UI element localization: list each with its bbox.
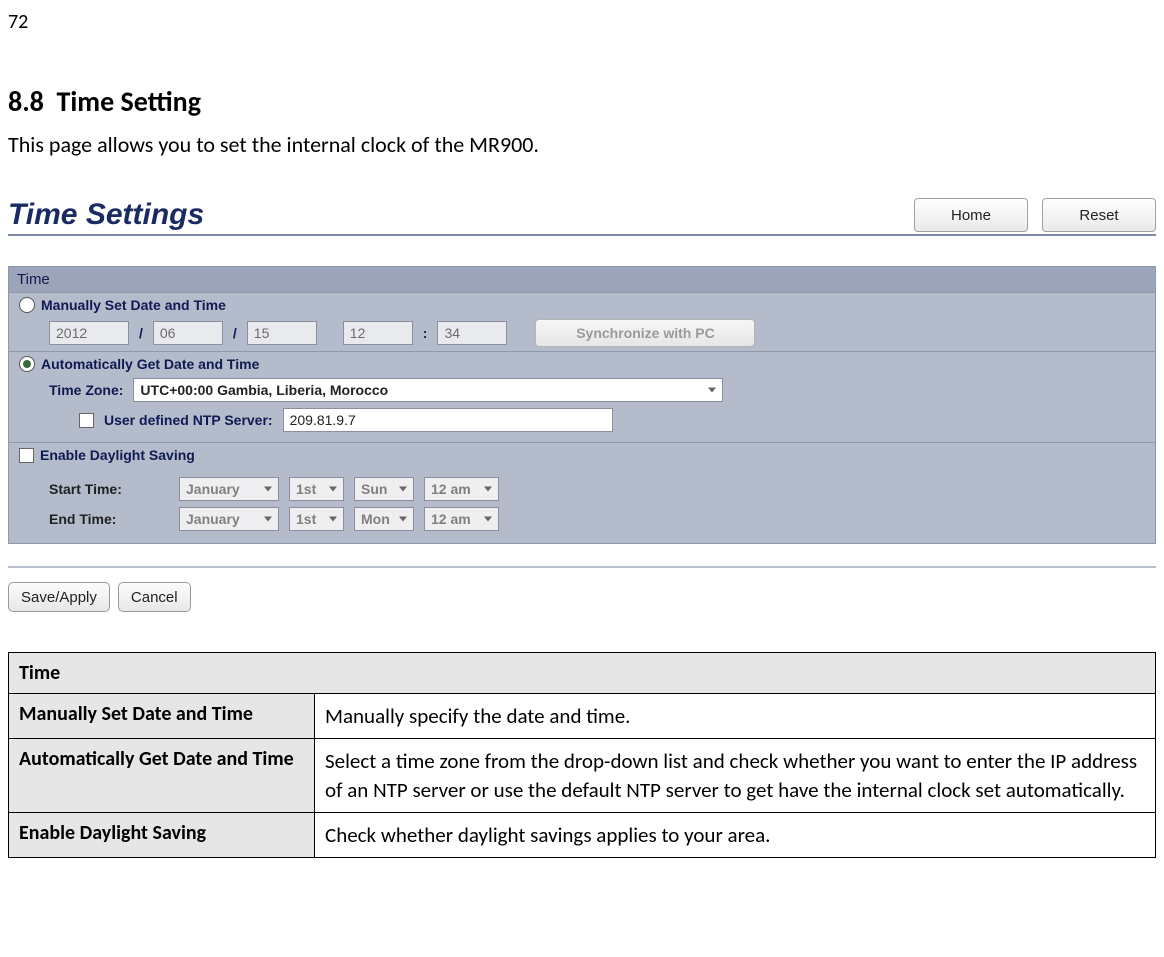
sync-pc-button[interactable]: Synchronize with PC	[535, 319, 755, 347]
section-title: Time Setting	[57, 84, 201, 119]
manual-label: Manually Set Date and Time	[41, 297, 226, 313]
dst-start-day-select[interactable]: Sun	[354, 477, 414, 501]
cancel-button[interactable]: Cancel	[118, 582, 191, 612]
time-panel: Time Manually Set Date and Time / / : Sy…	[8, 266, 1156, 544]
dst-end-line: End Time: January 1st Mon 12 am	[49, 507, 1149, 531]
ntp-server-input[interactable]	[283, 408, 613, 432]
date-sep-2: /	[233, 325, 237, 341]
dst-end-day-select[interactable]: Mon	[354, 507, 414, 531]
dst-row-header[interactable]: Enable Daylight Saving	[9, 442, 1155, 467]
hour-input[interactable]	[343, 321, 413, 345]
table-row: Enable Daylight Saving Check whether day…	[9, 813, 1155, 857]
bottom-divider	[8, 566, 1156, 568]
timezone-select[interactable]: UTC+00:00 Gambia, Liberia, Morocco	[133, 378, 723, 402]
table-row: Manually Set Date and Time Manually spec…	[9, 694, 1155, 739]
day-input[interactable]	[247, 321, 317, 345]
auto-radio[interactable]	[19, 356, 35, 372]
ui-title: Time Settings	[8, 198, 204, 232]
date-sep-1: /	[139, 325, 143, 341]
auto-row-header[interactable]: Automatically Get Date and Time	[9, 351, 1155, 376]
time-settings-ui: Time Settings Home Reset Time Manually S…	[8, 198, 1156, 612]
description-table: Time Manually Set Date and Time Manually…	[8, 652, 1156, 858]
home-button[interactable]: Home	[914, 198, 1028, 232]
dst-end-week-select[interactable]: 1st	[289, 507, 344, 531]
desc-text: Manually specify the date and time.	[315, 694, 1155, 738]
section-heading: 8.8 Time Setting	[8, 84, 1156, 119]
section-intro: This page allows you to set the internal…	[8, 131, 1156, 158]
dst-start-line: Start Time: January 1st Sun 12 am	[49, 477, 1149, 501]
page-number: 72	[8, 10, 1156, 34]
dst-end-label: End Time:	[49, 511, 169, 527]
table-row: Automatically Get Date and Time Select a…	[9, 739, 1155, 813]
auto-tz-body: Time Zone: UTC+00:00 Gambia, Liberia, Mo…	[9, 376, 1155, 406]
year-input[interactable]	[49, 321, 129, 345]
reset-button[interactable]: Reset	[1042, 198, 1156, 232]
time-sep: :	[423, 325, 428, 341]
dst-label: Enable Daylight Saving	[40, 447, 195, 463]
dst-start-hour-select[interactable]: 12 am	[424, 477, 499, 501]
desc-text: Select a time zone from the drop-down li…	[315, 739, 1155, 812]
ntp-checkbox[interactable]	[79, 413, 94, 428]
dst-checkbox[interactable]	[19, 448, 34, 463]
description-table-header: Time	[9, 653, 1155, 694]
dst-end-month-select[interactable]: January	[179, 507, 279, 531]
dst-body: Start Time: January 1st Sun 12 am End Ti…	[9, 467, 1155, 543]
auto-label: Automatically Get Date and Time	[41, 356, 259, 372]
dst-start-label: Start Time:	[49, 481, 169, 497]
month-input[interactable]	[153, 321, 223, 345]
minute-input[interactable]	[437, 321, 507, 345]
desc-label: Manually Set Date and Time	[9, 694, 315, 738]
desc-text: Check whether daylight savings applies t…	[315, 813, 1155, 857]
dst-end-hour-select[interactable]: 12 am	[424, 507, 499, 531]
ui-divider	[8, 234, 1156, 236]
ntp-label: User defined NTP Server:	[104, 412, 273, 428]
auto-ntp-body: User defined NTP Server:	[9, 406, 1155, 442]
manual-radio[interactable]	[19, 297, 35, 313]
timezone-label: Time Zone:	[49, 382, 123, 398]
save-apply-button[interactable]: Save/Apply	[8, 582, 110, 612]
manual-row-body: / / : Synchronize with PC	[9, 317, 1155, 351]
dst-start-month-select[interactable]: January	[179, 477, 279, 501]
desc-label: Automatically Get Date and Time	[9, 739, 315, 812]
dst-start-week-select[interactable]: 1st	[289, 477, 344, 501]
time-panel-header: Time	[9, 267, 1155, 292]
manual-row-header[interactable]: Manually Set Date and Time	[9, 292, 1155, 317]
desc-label: Enable Daylight Saving	[9, 813, 315, 857]
section-number: 8.8	[8, 84, 44, 119]
